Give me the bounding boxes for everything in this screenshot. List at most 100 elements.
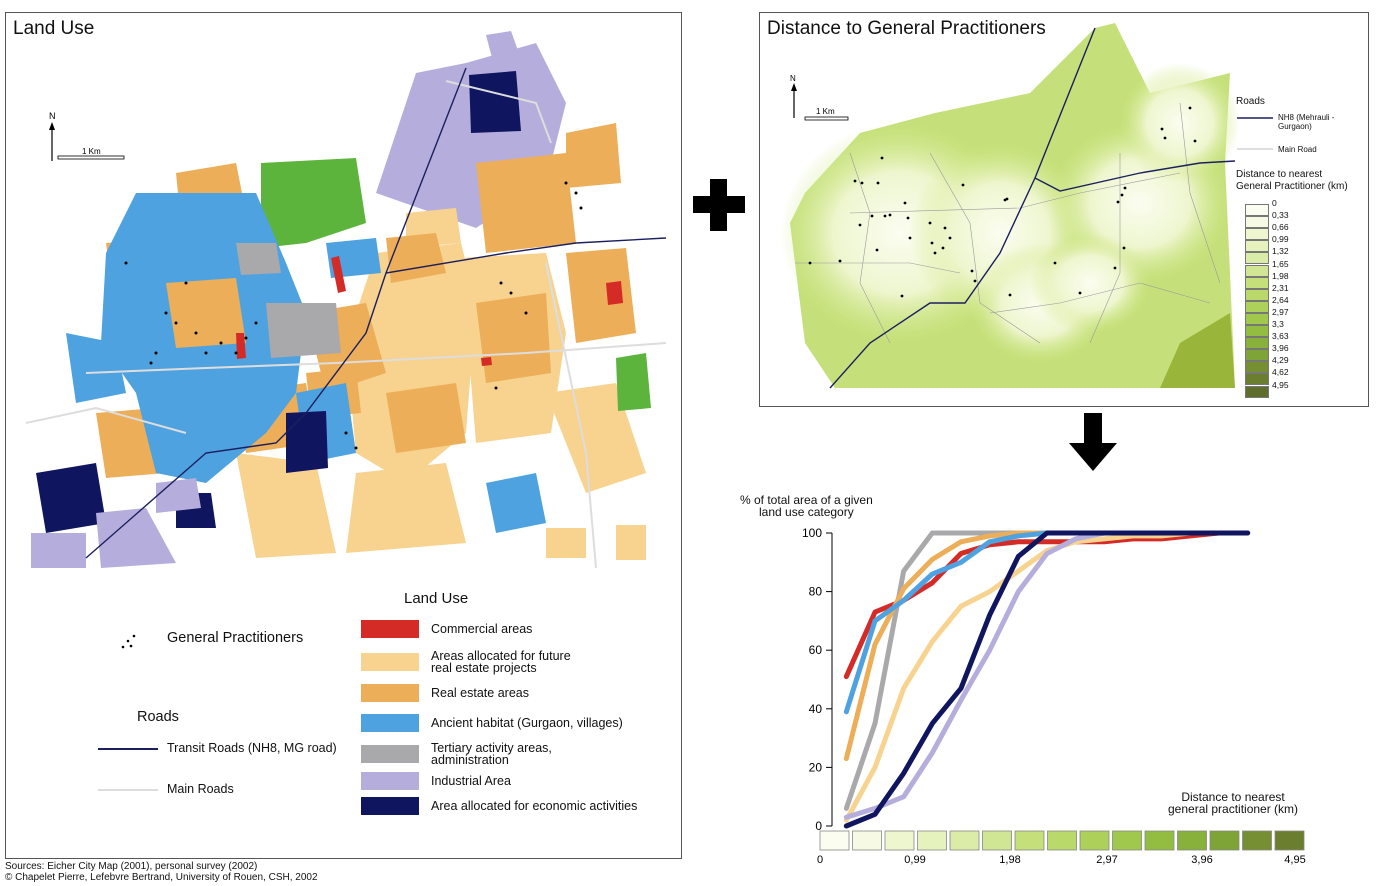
distance-class-swatch	[1245, 337, 1269, 350]
gp-distance-map-panel: Distance to General Practitioners	[759, 12, 1369, 407]
scale-label: 1 Km	[82, 147, 101, 156]
distance-class-box	[1047, 830, 1077, 851]
main-road-label: Main Roads	[167, 782, 234, 796]
land-use-map: N 1 Km	[25, 31, 667, 569]
gp-legend-label: General Practitioners	[167, 630, 304, 646]
legend-label: Real estate areas	[431, 686, 529, 700]
gp-proximity-zones	[780, 63, 1240, 363]
distance-class-label: 1,98	[1272, 270, 1289, 281]
land-use-legend-title: Land Use	[404, 590, 469, 607]
distance-class-box	[1177, 830, 1207, 851]
distance-class-box	[819, 830, 850, 851]
distance-class-swatch	[1245, 240, 1269, 253]
sources-line-2: © Chapelet Pierre, Lefebvre Bertrand, Un…	[5, 872, 318, 883]
gp-dots	[124, 181, 583, 450]
gp-dots-icon	[121, 634, 136, 649]
north-arrow-icon	[49, 122, 55, 161]
distance-class-label: 0	[1272, 198, 1277, 208]
roads-legend-title: Roads	[137, 709, 179, 725]
land-use-map-title: Land Use	[13, 18, 95, 39]
legend-item: Tertiary activity areas, administration	[361, 742, 552, 766]
scale-bar	[57, 155, 125, 160]
x-tick-label: 0	[817, 854, 823, 866]
distance-area-chart: 0 20 40 60 80 100 0 0,99 1,98 2,97 3,96 4,95	[802, 526, 1306, 866]
distance-class-label: 4,62	[1272, 367, 1289, 378]
distance-class-label: 2,31	[1272, 282, 1289, 293]
right-roads-title: Roads	[1236, 96, 1265, 107]
transit-road-swatch	[98, 748, 158, 750]
legend-item: Commercial areas	[361, 620, 532, 638]
legend-item: Areas allocated for future real estate p…	[361, 650, 571, 674]
distance-class-swatch	[1245, 361, 1269, 374]
arrow-down-icon	[1069, 413, 1117, 471]
chart-y-label: % of total area of a given land use cate…	[740, 493, 873, 519]
distance-class-box	[1242, 830, 1272, 851]
chart-series-line	[843, 530, 1251, 823]
distance-class-label: 1,65	[1272, 258, 1289, 269]
nh8-label: NH8 (Mehrauli - Gurgaon)	[1278, 113, 1335, 131]
x-tick-label: 3,96	[1191, 854, 1212, 866]
legend-label: Area allocated for economic activities	[431, 799, 638, 813]
distance-class-box	[982, 830, 1012, 851]
right-scale-label: 1 Km	[816, 107, 835, 116]
north-label: N	[49, 111, 56, 121]
distance-class-swatch	[1245, 349, 1269, 362]
legend-item: Industrial Area	[361, 772, 511, 790]
gp-distance-map-title: Distance to General Practitioners	[767, 18, 1046, 39]
x-tick-label: 4,95	[1284, 854, 1305, 866]
transit-road-label: Transit Roads (NH8, MG road)	[167, 741, 337, 755]
legend-swatch	[361, 714, 419, 732]
distance-legend-title: Distance to nearest General Practitioner…	[1236, 169, 1348, 192]
distance-class-box	[1112, 830, 1142, 851]
distance-class-box	[1144, 830, 1175, 851]
distance-class-box	[917, 830, 947, 851]
legend-label: Ancient habitat (Gurgaon, villages)	[431, 716, 623, 730]
main-road-label-right: Main Road	[1278, 145, 1317, 154]
distance-class-swatch	[1245, 325, 1269, 337]
legend-label: Tertiary activity areas, administration	[431, 741, 552, 767]
distance-class-box	[852, 830, 882, 851]
x-tick-label: 1,98	[999, 854, 1020, 866]
right-scale-bar	[804, 116, 849, 121]
distance-class-label: 3,96	[1272, 343, 1289, 354]
distance-class-swatch	[1245, 204, 1269, 216]
roads	[25, 67, 667, 569]
legend-swatch	[361, 745, 419, 763]
x-tick-label: 0,99	[904, 854, 925, 866]
y-tick-label: 0	[815, 819, 822, 833]
chart-x-label: Distance to nearest general practitioner…	[1168, 790, 1299, 816]
distance-class-swatch	[1245, 288, 1269, 301]
distance-class-label: 1,32	[1272, 246, 1289, 257]
distance-class-swatch	[1245, 216, 1269, 229]
y-tick-label: 60	[809, 643, 823, 657]
legend-item: Real estate areas	[361, 684, 529, 702]
main-road-network	[795, 102, 1221, 344]
distance-class-label: 2,97	[1272, 306, 1289, 317]
land-use-map-panel: Land Use N 1 Km	[5, 12, 682, 859]
distance-class-label: 0,66	[1272, 222, 1289, 233]
sources-line-1: Sources: Eicher City Map (2001), persona…	[5, 861, 258, 872]
distance-class-swatch	[1245, 373, 1269, 386]
distance-class-label: 3,63	[1272, 331, 1289, 342]
chart-series-line	[843, 530, 1251, 829]
distance-class-box	[1014, 830, 1045, 851]
distance-class-label: 0,33	[1272, 210, 1289, 221]
distance-class-swatch	[1245, 276, 1269, 289]
right-north-label: N	[790, 74, 796, 83]
distance-class-box	[1079, 830, 1110, 851]
x-tick-label: 2,97	[1096, 854, 1117, 866]
distance-class-label: 2,64	[1272, 294, 1289, 305]
distance-class-swatch	[1245, 385, 1269, 398]
distance-class-swatch	[1245, 300, 1269, 313]
y-tick-label: 100	[802, 526, 822, 540]
legend-swatch	[361, 797, 419, 815]
y-tick-label: 40	[809, 702, 823, 716]
distance-class-swatch	[1245, 228, 1269, 241]
legend-swatch	[361, 772, 419, 790]
gp-distance-map: N 1 Km	[780, 23, 1273, 389]
distance-class-box	[949, 830, 980, 851]
chart-series-line	[843, 530, 1251, 820]
legend-swatch	[361, 620, 419, 638]
distance-class-box	[884, 830, 915, 851]
legend-swatch	[361, 684, 419, 702]
